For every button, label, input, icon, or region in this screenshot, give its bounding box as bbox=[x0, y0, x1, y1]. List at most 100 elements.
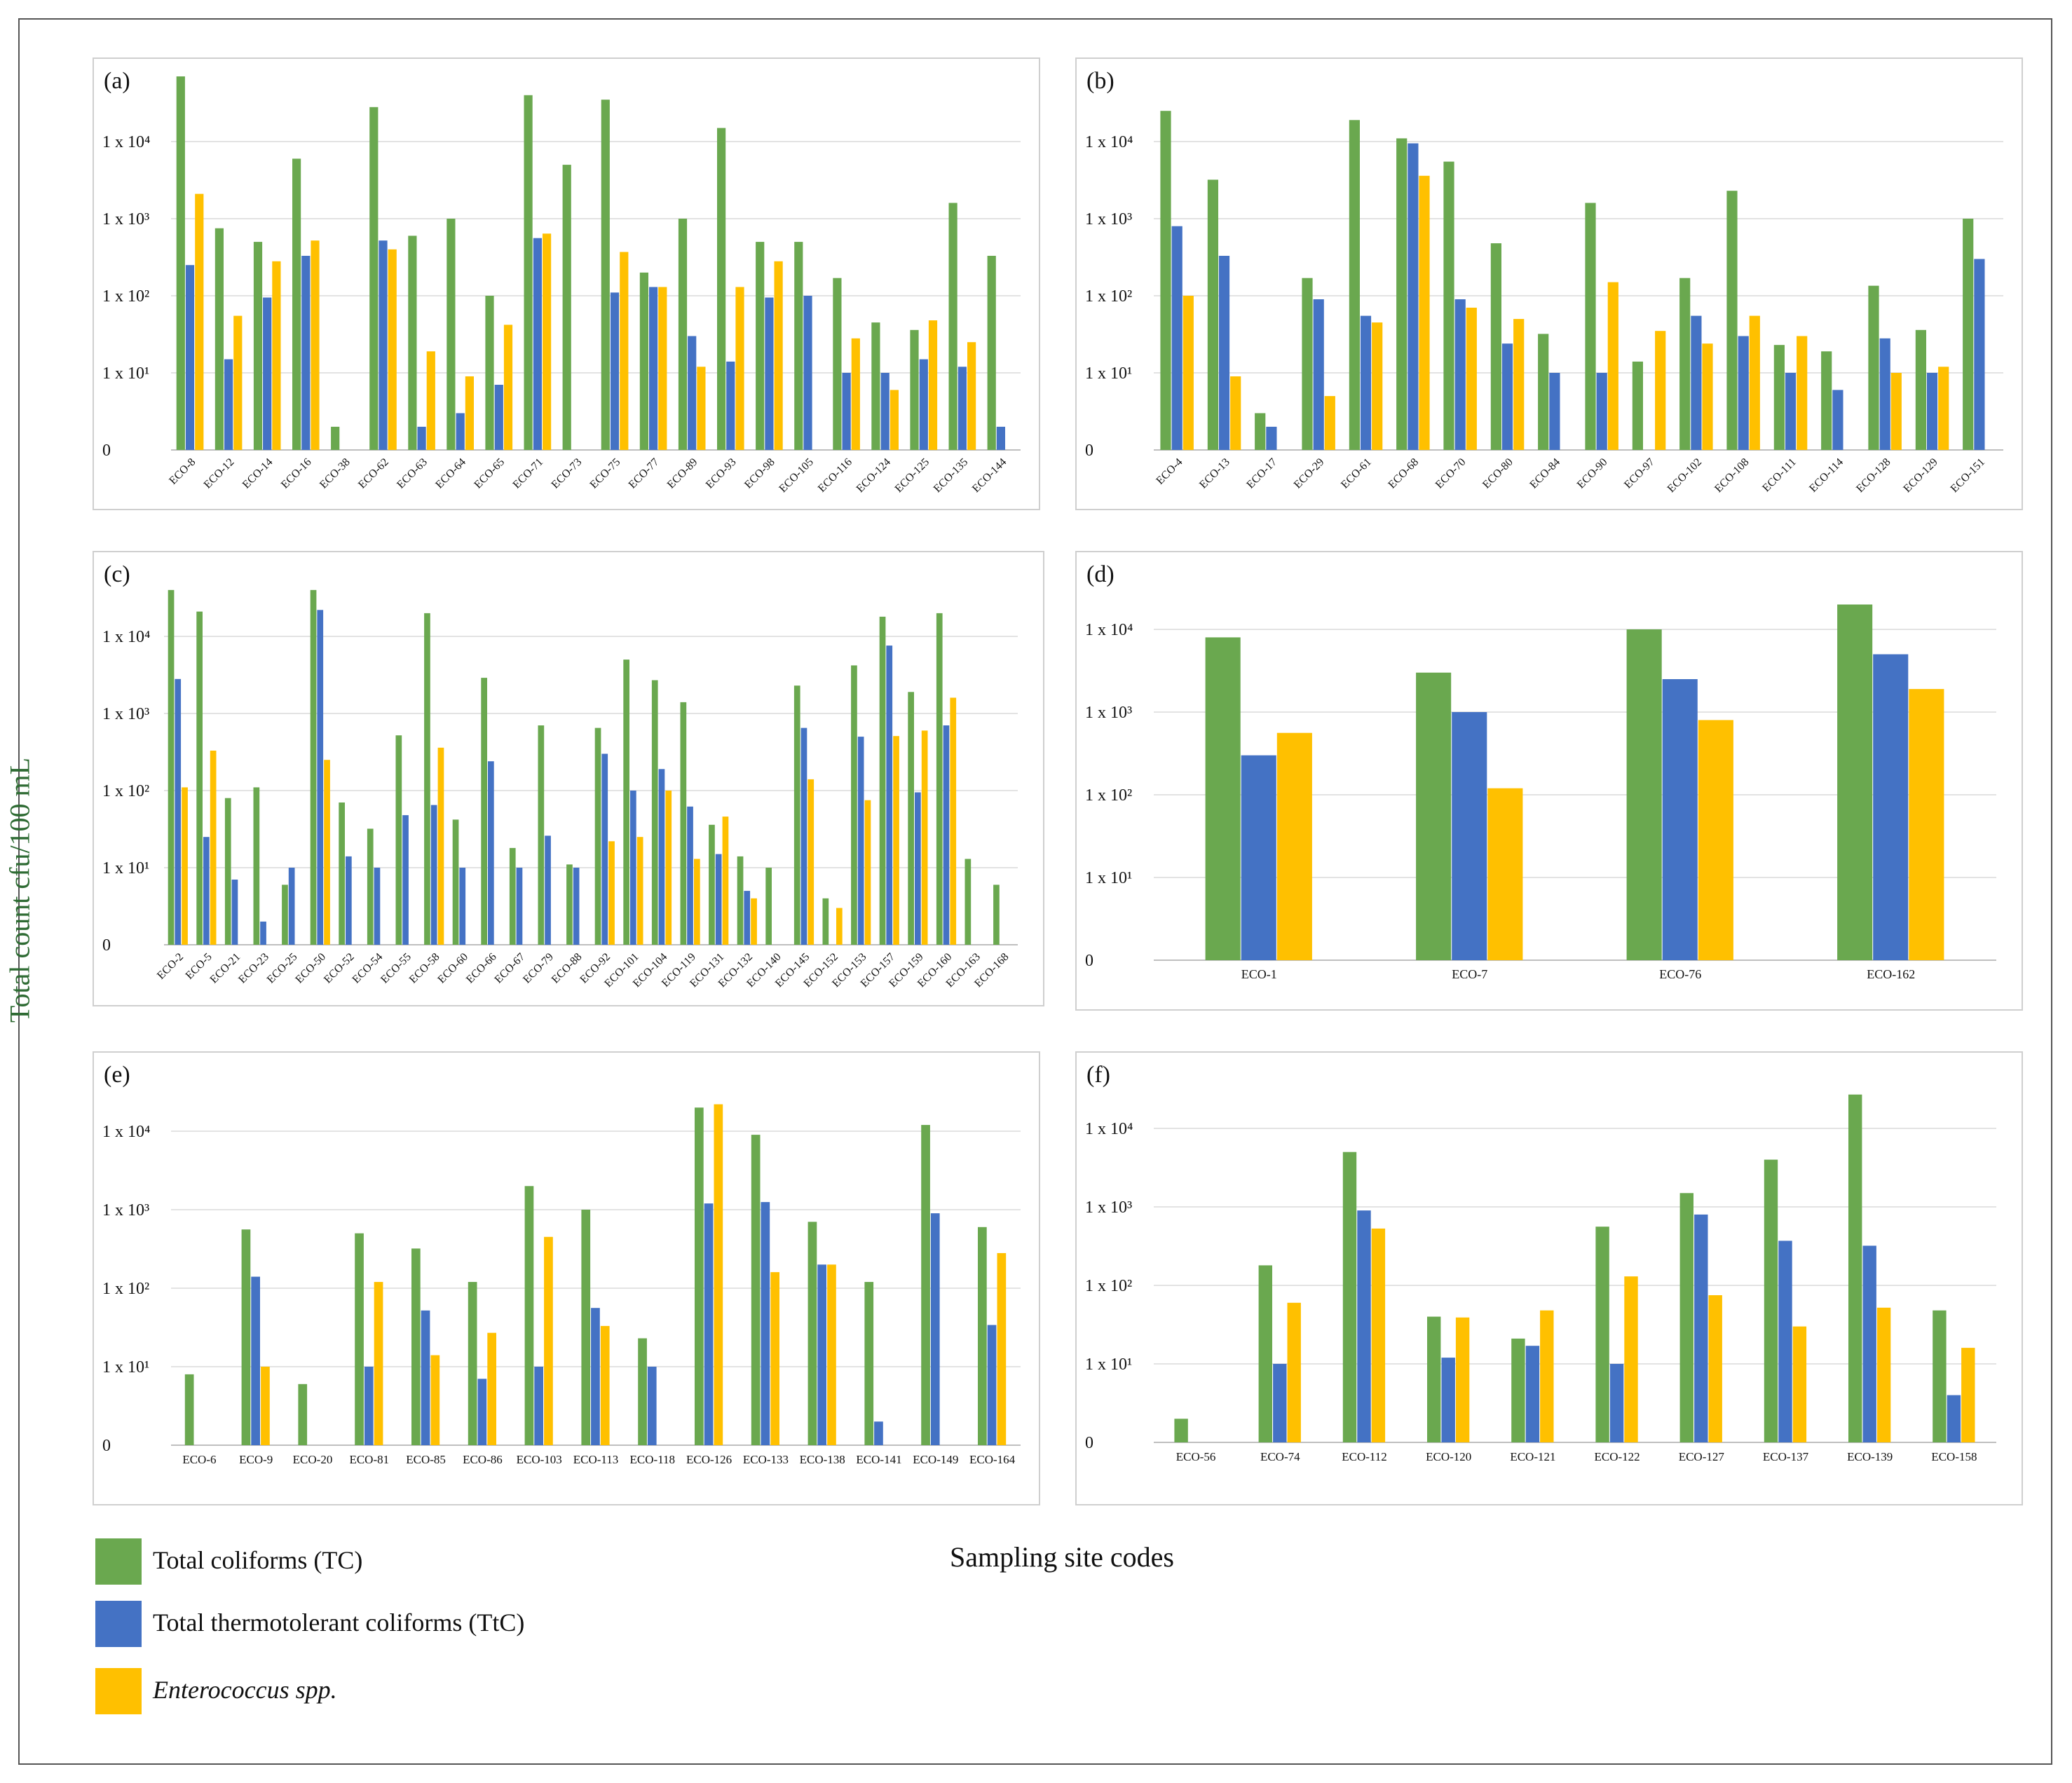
bar bbox=[1862, 1245, 1876, 1442]
bar bbox=[756, 242, 765, 450]
bar bbox=[1832, 390, 1843, 450]
x-tick-label: ECO-52 bbox=[322, 951, 357, 986]
bar bbox=[594, 727, 601, 945]
bar bbox=[1452, 712, 1487, 960]
bar bbox=[411, 1248, 421, 1445]
y-tick-label: 1 x 10² bbox=[102, 287, 149, 306]
bar bbox=[503, 325, 513, 450]
panel-letter: (a) bbox=[104, 68, 130, 94]
bar bbox=[591, 1308, 600, 1445]
bar bbox=[494, 385, 503, 450]
bar bbox=[851, 665, 857, 945]
x-tick-label: ECO-97 bbox=[1622, 456, 1657, 491]
bar bbox=[817, 1264, 826, 1445]
x-tick-label: ECO-74 bbox=[1260, 1450, 1300, 1463]
bar bbox=[774, 261, 783, 450]
x-tick-label: ECO-162 bbox=[1867, 967, 1915, 981]
bar bbox=[253, 242, 263, 450]
panel-letter: (d) bbox=[1086, 561, 1115, 587]
x-tick-label: ECO-126 bbox=[686, 1453, 732, 1466]
panel-letter: (f) bbox=[1086, 1062, 1110, 1088]
bar bbox=[890, 390, 899, 450]
bar bbox=[794, 242, 803, 450]
y-tick-label: 0 bbox=[102, 1437, 111, 1455]
bar bbox=[311, 240, 320, 450]
y-tick-label: 1 x 10¹ bbox=[102, 859, 149, 877]
x-tick-label: ECO-120 bbox=[1426, 1450, 1471, 1463]
y-tick-label: 1 x 10¹ bbox=[102, 364, 149, 383]
bar bbox=[1821, 351, 1832, 450]
bar bbox=[1785, 373, 1797, 450]
x-tick-label: ECO-66 bbox=[464, 951, 499, 986]
bar bbox=[1538, 334, 1549, 450]
x-tick-label: ECO-129 bbox=[1901, 456, 1940, 495]
bar bbox=[447, 219, 456, 450]
x-tick-label: ECO-62 bbox=[356, 456, 391, 491]
x-tick-label: ECO-29 bbox=[1292, 456, 1327, 491]
y-tick-label: 1 x 10³ bbox=[1085, 210, 1132, 228]
bar bbox=[233, 315, 243, 450]
bar bbox=[803, 296, 812, 450]
bar bbox=[943, 725, 950, 945]
x-tick-label: ECO-137 bbox=[1763, 1450, 1809, 1463]
bar bbox=[1974, 259, 1985, 450]
x-tick-label: ECO-80 bbox=[1480, 456, 1515, 491]
bar bbox=[1868, 285, 1879, 450]
bar bbox=[965, 859, 972, 945]
chart-svg: (d) 0 1 x 10¹ 1 x 10² 1 x 10³ 1 x 10⁴ ECO-1 ECO… bbox=[1085, 561, 1996, 981]
bar bbox=[1443, 161, 1454, 450]
bar bbox=[807, 1222, 817, 1445]
bar bbox=[437, 747, 444, 945]
chart-svg: (f) 0 1 x 10¹ 1 x 10² 1 x 10³ 1 x 10⁴ ECO-56 EC… bbox=[1085, 1062, 1996, 1463]
bar bbox=[331, 426, 340, 450]
bar bbox=[1876, 1307, 1891, 1442]
bar bbox=[638, 1338, 647, 1445]
x-tick-label: ECO-158 bbox=[1931, 1450, 1977, 1463]
bar bbox=[879, 616, 886, 945]
y-tick-label: 0 bbox=[102, 936, 111, 955]
bar bbox=[1909, 689, 1944, 960]
y-tick-label: 1 x 10² bbox=[1085, 1277, 1132, 1295]
bar bbox=[601, 753, 608, 945]
x-tick-label: ECO-122 bbox=[1595, 1450, 1640, 1463]
x-tick-label: ECO-21 bbox=[208, 951, 243, 986]
chart-panel-d: (d) 0 1 x 10¹ 1 x 10² 1 x 10³ 1 x 10⁴ ECO-1 ECO… bbox=[1075, 551, 2023, 1011]
bar bbox=[176, 76, 185, 450]
x-tick-label: ECO-139 bbox=[1847, 1450, 1893, 1463]
bar bbox=[538, 725, 545, 945]
x-tick-label: ECO-64 bbox=[433, 456, 468, 491]
bar bbox=[544, 1236, 553, 1445]
bar bbox=[1276, 732, 1312, 960]
bar bbox=[1773, 345, 1785, 450]
bar bbox=[709, 824, 715, 945]
bar bbox=[1585, 203, 1596, 450]
x-tick-label: ECO-58 bbox=[407, 951, 442, 986]
chart-svg: (c) 0 1 x 10¹ 1 x 10² 1 x 10³ 1 x 10⁴ ECO-2 ECO… bbox=[102, 561, 1018, 990]
bar bbox=[1174, 1419, 1188, 1442]
x-tick-label: ECO-151 bbox=[1949, 456, 1987, 495]
bar bbox=[886, 645, 893, 945]
bar bbox=[298, 1384, 308, 1445]
panel-letter: (c) bbox=[104, 561, 130, 587]
bar bbox=[1890, 373, 1902, 450]
x-tick-label: ECO-2 bbox=[155, 951, 186, 982]
bar bbox=[241, 1229, 251, 1445]
bar bbox=[1702, 343, 1713, 450]
x-tick-label: ECO-56 bbox=[1176, 1450, 1216, 1463]
bar bbox=[694, 859, 700, 945]
x-tick-label: ECO-133 bbox=[743, 1453, 789, 1466]
x-axis-label: Sampling site codes bbox=[950, 1541, 1174, 1573]
panel-letter: (e) bbox=[104, 1062, 130, 1088]
bar bbox=[737, 856, 744, 945]
bar bbox=[459, 868, 466, 945]
x-tick-label: ECO-17 bbox=[1244, 456, 1279, 491]
bar bbox=[636, 837, 643, 945]
bar bbox=[421, 1310, 430, 1445]
chart-panel-e: (e) 0 1 x 10¹ 1 x 10² 1 x 10³ 1 x 10⁴ ECO-6 ECO… bbox=[93, 1051, 1040, 1505]
bar bbox=[950, 697, 957, 945]
bar bbox=[282, 884, 288, 945]
bar bbox=[1947, 1395, 1961, 1442]
bar bbox=[1694, 1214, 1708, 1442]
x-tick-label: ECO-138 bbox=[800, 1453, 845, 1466]
bar bbox=[765, 868, 772, 945]
